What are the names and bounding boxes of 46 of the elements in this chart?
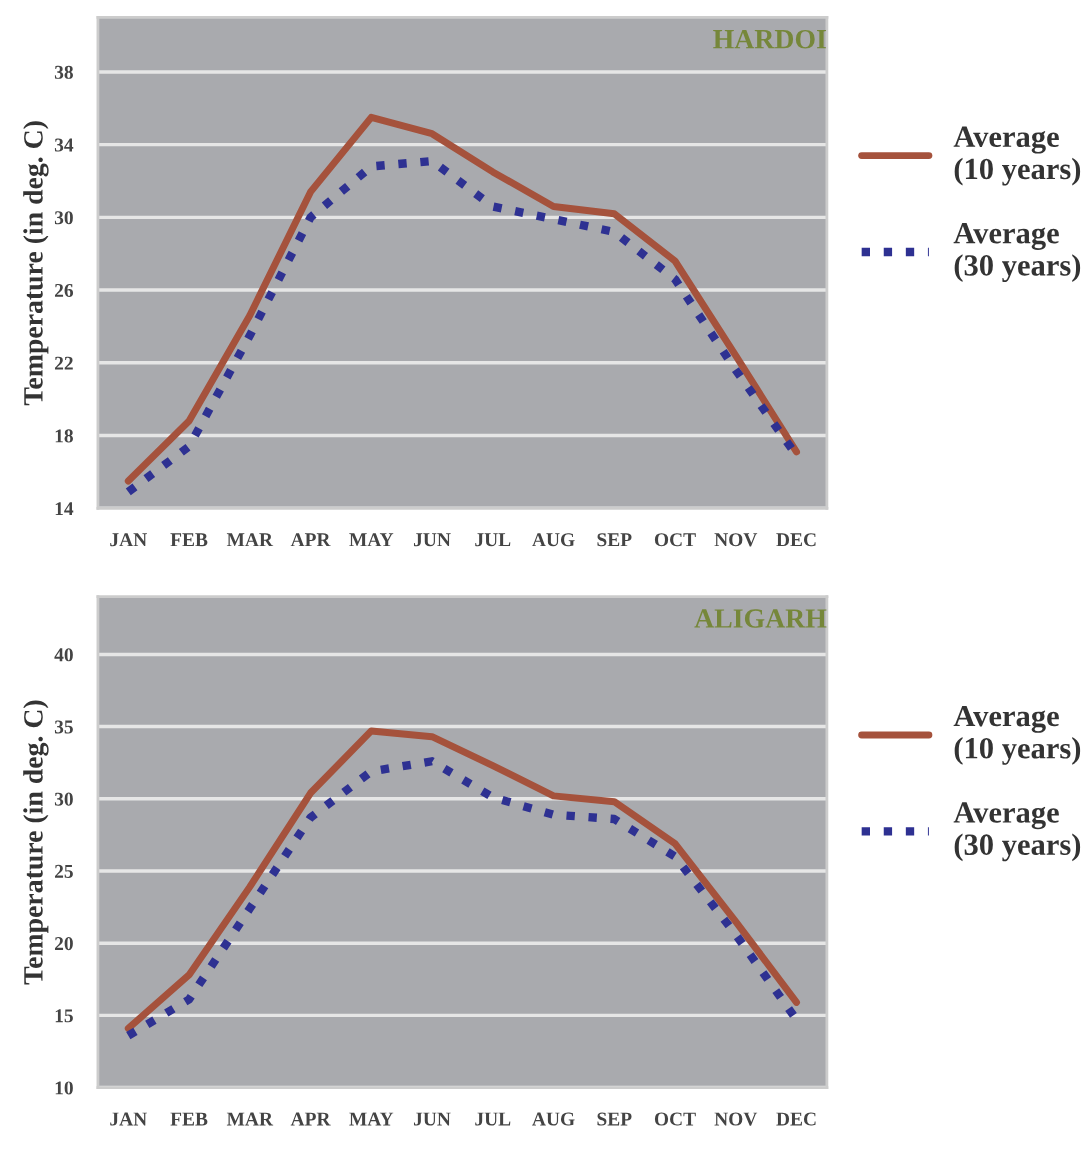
legend-label: Average (10 years) [953, 126, 1081, 186]
y-tick-label: 22 [54, 356, 73, 370]
y-tick-label: 18 [55, 429, 73, 443]
x-tick-label: JUL [475, 1112, 511, 1126]
y-tick-label: 30 [54, 792, 73, 806]
y-tick-label: 38 [54, 65, 73, 79]
x-tick-label: FEB [170, 1112, 208, 1126]
x-tick-label: NOV [714, 533, 758, 547]
x-tick-label: NOV [714, 1112, 758, 1126]
x-tick-label: AUG [532, 533, 575, 547]
y-axis-title: Temperature (in deg. C) [23, 121, 49, 406]
x-tick-label: DEC [776, 1112, 816, 1126]
x-tick-label: APR [290, 1112, 331, 1126]
x-tick-label: AUG [532, 1112, 575, 1126]
x-tick-label: OCT [654, 1112, 696, 1126]
x-tick-label: SEP [597, 533, 632, 547]
y-tick-label: 34 [54, 138, 74, 152]
x-tick-label: MAY [349, 533, 394, 547]
y-tick-label: 35 [54, 720, 73, 734]
x-tick-label: JUN [413, 533, 451, 547]
x-tick-label: FEB [170, 533, 208, 547]
x-tick-label: DEC [776, 533, 816, 547]
y-tick-label: 26 [54, 283, 74, 298]
legend-label: Average (30 years) [953, 802, 1081, 862]
x-tick-label: JUN [413, 1112, 451, 1126]
x-tick-label: OCT [654, 533, 696, 547]
chart-title: ALIGARH [694, 609, 827, 628]
x-tick-label: SEP [597, 1112, 632, 1126]
x-tick-label: MAY [349, 1112, 394, 1126]
x-tick-label: JUL [475, 533, 511, 547]
x-tick-label: MAR [226, 1112, 274, 1126]
x-tick-label: APR [290, 533, 331, 547]
y-tick-label: 15 [55, 1009, 73, 1023]
x-tick-label: JAN [110, 533, 147, 547]
x-tick-label: JAN [110, 1112, 147, 1126]
x-tick-label: MAR [226, 533, 274, 547]
legend-label: Average (30 years) [953, 223, 1081, 282]
y-tick-label: 10 [55, 1081, 73, 1095]
y-tick-label: 14 [55, 502, 74, 516]
chart-title: HARDOI [713, 29, 826, 49]
legend-label: Average (10 years) [953, 705, 1081, 765]
y-tick-label: 20 [54, 937, 73, 951]
y-tick-label: 40 [54, 648, 73, 662]
y-axis-title: Temperature (in deg. C) [23, 700, 49, 985]
y-tick-label: 30 [54, 211, 73, 225]
y-tick-label: 25 [54, 864, 73, 878]
